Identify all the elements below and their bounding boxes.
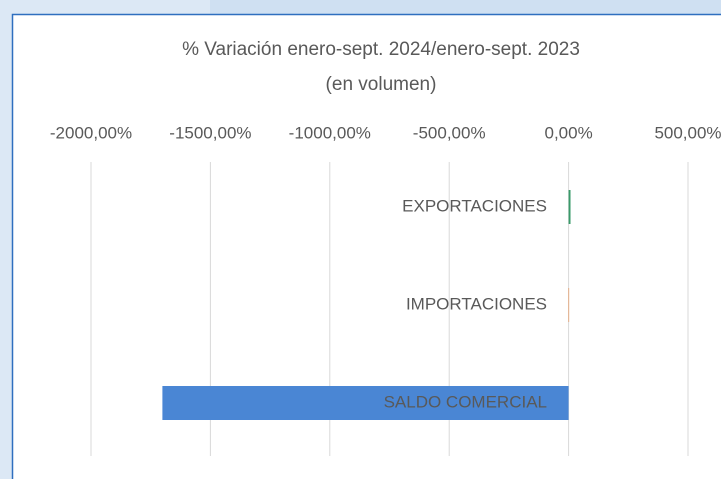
bar bbox=[568, 288, 570, 322]
x-tick-label: -1500,00% bbox=[169, 123, 251, 142]
x-tick-label: -500,00% bbox=[413, 123, 486, 142]
chart-subtitle: (en volumen) bbox=[326, 74, 437, 95]
x-tick-label: 500,00% bbox=[654, 123, 721, 142]
bar bbox=[162, 386, 569, 420]
x-tick-label: 0,00% bbox=[544, 123, 592, 142]
y-tick-label: IMPORTACIONES bbox=[406, 294, 547, 313]
y-tick-label: EXPORTACIONES bbox=[402, 196, 547, 215]
plot: -2000,00% -1500,00% -1000,00% -500,00% 0,00%… bbox=[50, 123, 721, 456]
y-tick-label: SALDO COMERCIAL bbox=[384, 392, 547, 411]
chart-title: % Variación enero-sept. 2024/enero-sept.… bbox=[182, 39, 580, 60]
background-strip bbox=[210, 0, 721, 14]
x-tick-label: -2000,00% bbox=[50, 123, 132, 142]
bar bbox=[568, 190, 571, 224]
x-tick-label: -1000,00% bbox=[289, 123, 371, 142]
